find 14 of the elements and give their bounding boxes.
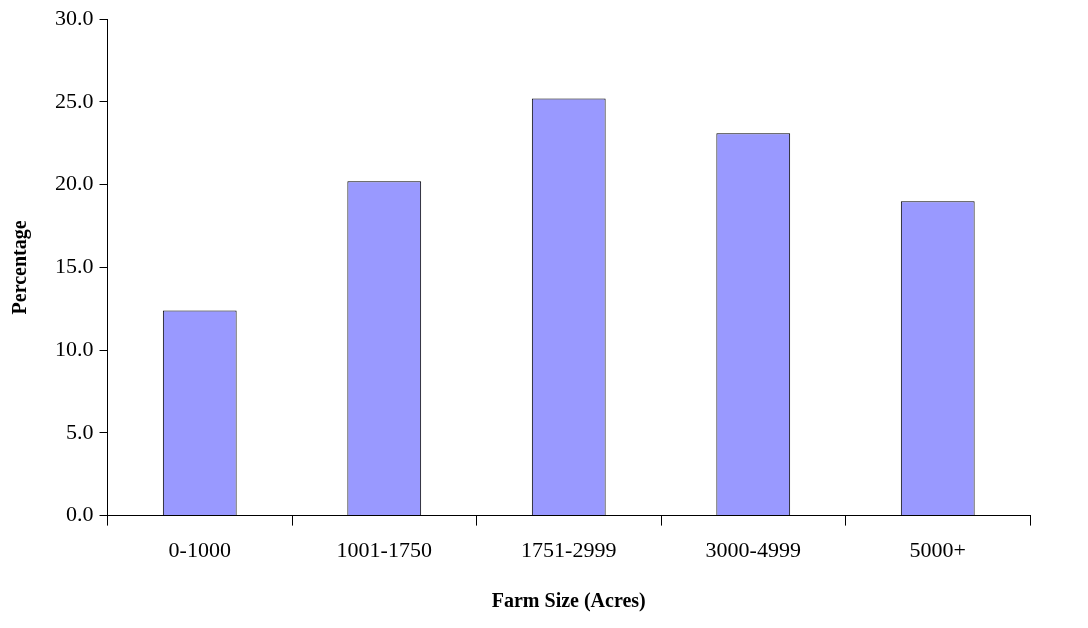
x-tick-label: 3000-4999 <box>705 536 801 562</box>
y-tick-label: 25.0 <box>55 87 94 113</box>
y-tick-label: 20.0 <box>55 170 94 196</box>
y-tick-label: 10.0 <box>55 335 94 361</box>
x-tick-label: 1751-2999 <box>521 536 617 562</box>
x-tick-label: 1001-1750 <box>336 536 432 562</box>
y-tick-label: 0.0 <box>66 501 94 527</box>
y-tick-label: 5.0 <box>66 418 94 444</box>
x-tick-label: 0-1000 <box>168 536 231 562</box>
y-axis-title: Percentage <box>8 220 32 315</box>
y-tick-label: 15.0 <box>55 253 94 279</box>
x-tick-label: 5000+ <box>909 536 966 562</box>
y-tick-label: 30.0 <box>55 4 94 30</box>
x-axis-title: Farm Size (Acres) <box>491 589 646 613</box>
